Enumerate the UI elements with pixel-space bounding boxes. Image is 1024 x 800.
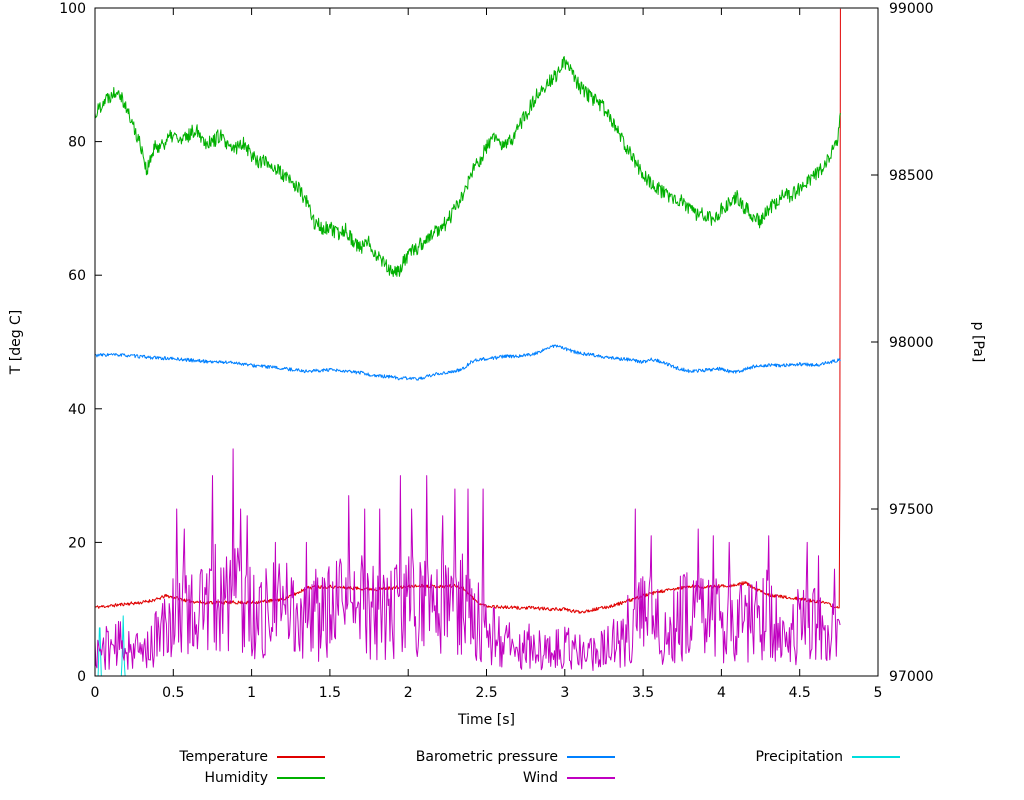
legend-line-sample-temperature: [277, 755, 325, 758]
y-tick-label-left: 0: [77, 669, 86, 685]
y-tick-label-left: 100: [59, 1, 86, 17]
x-tick-label: 0: [91, 685, 100, 701]
legend-label-temperature: Temperature: [179, 748, 268, 765]
y-tick-label-left: 60: [68, 268, 86, 284]
y-tick-label-right: 98000: [889, 335, 934, 351]
x-tick-label: 4.5: [789, 685, 811, 701]
x-tick-label: 2.5: [475, 685, 497, 701]
y-tick-label-left: 40: [68, 402, 86, 418]
legend: Temperature Humidity Barometric pressure…: [0, 746, 1024, 796]
series-precipitation-line: [95, 615, 841, 677]
x-tick-label: 5: [874, 685, 883, 701]
y-tick-label-left: 80: [68, 135, 86, 151]
y-axis-label-right: p [Pa]: [970, 321, 986, 363]
legend-line-sample-wind: [567, 776, 615, 779]
y-tick-label-right: 97500: [889, 502, 934, 518]
legend-column-3: Precipitation: [645, 746, 900, 767]
legend-label-wind: Wind: [522, 769, 558, 786]
x-tick-label: 1: [247, 685, 256, 701]
x-tick-label: 3.5: [632, 685, 654, 701]
x-tick-label: 1.5: [319, 685, 341, 701]
x-tick-label: 4: [717, 685, 726, 701]
legend-line-sample-humidity: [277, 776, 325, 779]
y-tick-label-left: 20: [68, 535, 86, 551]
legend-label-humidity: Humidity: [204, 769, 268, 786]
x-tick-label: 0.5: [162, 685, 184, 701]
x-tick-label: 3: [560, 685, 569, 701]
series-wind-line: [94, 448, 841, 671]
x-tick-label: 2: [404, 685, 413, 701]
y-tick-label-right: 98500: [889, 168, 934, 184]
legend-line-sample-pressure: [567, 755, 615, 758]
legend-item-precipitation: Precipitation: [645, 746, 900, 767]
y-tick-label-right: 99000: [889, 1, 934, 17]
legend-column-2: Barometric pressure Wind: [330, 746, 615, 788]
legend-item-humidity: Humidity: [95, 767, 325, 788]
legend-item-wind: Wind: [330, 767, 615, 788]
legend-item-temperature: Temperature: [95, 746, 325, 767]
plot-border: [94, 7, 879, 677]
series-humidity-line: [94, 56, 841, 277]
x-axis-label: Time [s]: [458, 712, 515, 728]
y-axis-label-left: T [deg C]: [8, 309, 24, 375]
legend-column-1: Temperature Humidity: [95, 746, 325, 788]
legend-label-pressure: Barometric pressure: [415, 748, 558, 765]
series-barometric-pressure-line: [94, 344, 841, 381]
legend-label-precipitation: Precipitation: [755, 748, 843, 765]
legend-item-pressure: Barometric pressure: [330, 746, 615, 767]
y-tick-label-right: 97000: [889, 669, 934, 685]
legend-line-sample-precipitation: [852, 755, 900, 758]
